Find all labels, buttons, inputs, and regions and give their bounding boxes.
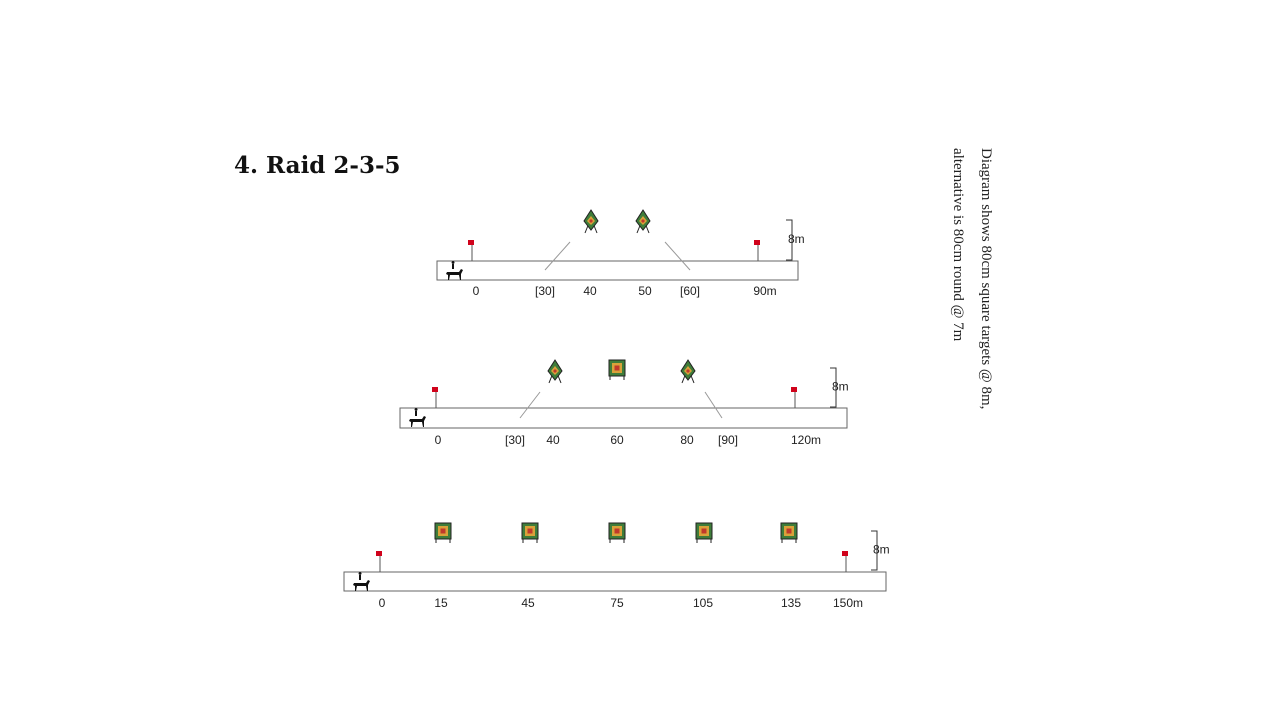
target-center (589, 219, 593, 223)
distance-label: [60] (680, 284, 700, 298)
height-bracket (871, 530, 878, 571)
target-center (614, 528, 620, 534)
flag (468, 240, 474, 245)
flag (791, 387, 797, 392)
title: 4. Raid 2-3-5 (234, 152, 401, 179)
arrow (664, 241, 691, 271)
distance-label: 150m (833, 596, 863, 610)
distance-label: 75 (610, 596, 624, 610)
height-bracket (786, 219, 793, 261)
flag (432, 387, 438, 392)
arrow (519, 391, 541, 419)
distance-label: 40 (546, 433, 560, 447)
distance-label: 105 (693, 596, 713, 610)
distance-label: [30] (535, 284, 555, 298)
target-center (440, 528, 446, 534)
flag (376, 551, 382, 556)
target-center (527, 528, 533, 534)
target-center (641, 219, 645, 223)
track (343, 571, 887, 592)
distance-label: 0 (473, 284, 480, 298)
distance-label: 50 (638, 284, 652, 298)
height-bracket (830, 367, 837, 408)
distance-label: 120m (791, 433, 821, 447)
distance-label: [30] (505, 433, 525, 447)
target-center (786, 528, 792, 534)
flag (842, 551, 848, 556)
distance-label: 0 (379, 596, 386, 610)
distance-label: 15 (434, 596, 448, 610)
distance-label: 80 (680, 433, 694, 447)
note-line: Diagram shows 80cm square targets @ 8m, (978, 148, 994, 410)
distance-label: 135 (781, 596, 801, 610)
distance-label: 60 (610, 433, 624, 447)
target-center (686, 369, 690, 373)
distance-label: 0 (435, 433, 442, 447)
arrow (704, 391, 723, 419)
track (436, 260, 799, 281)
distance-label: 90m (753, 284, 776, 298)
height-label: 8m (788, 232, 805, 246)
note: Diagram shows 80cm square targets @ 8m, … (944, 148, 1000, 409)
distance-label: 45 (521, 596, 535, 610)
height-label: 8m (873, 543, 890, 557)
distance-label: [90] (718, 433, 738, 447)
target-center (701, 528, 707, 534)
note-line: alternative is 80cm round @ 7m (950, 148, 966, 342)
target-center (553, 369, 557, 373)
height-label: 8m (832, 380, 849, 394)
target-center (614, 365, 620, 371)
distance-label: 40 (583, 284, 597, 298)
flag (754, 240, 760, 245)
track (399, 407, 848, 429)
arrow (544, 241, 571, 271)
